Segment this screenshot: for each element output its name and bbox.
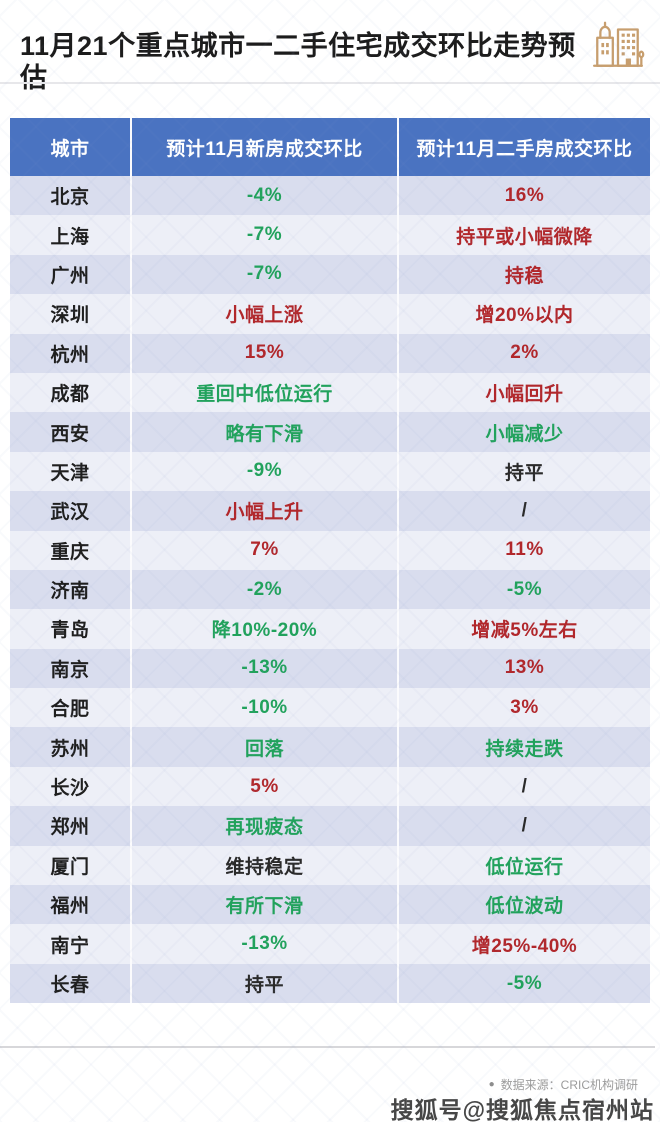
city-name: 深圳 [50,305,90,327]
new-home-value: -9% [130,451,397,492]
table-row: 重庆 7% 11% [10,530,650,570]
table-row: 杭州 15% 2% [10,333,650,373]
city-name: 长春 [50,975,90,996]
city-name: 长沙 [50,778,90,800]
second-hand-value: / [397,766,650,807]
new-home-value: 再现疲态 [130,806,397,846]
data-source: ● 数据来源：CRIC机构调研 [489,1076,638,1093]
city-name: 上海 [50,226,90,248]
new-home-value: -4% [130,176,397,216]
new-home-value: 降10%-20% [130,609,397,649]
new-home-value: -7% [130,254,397,295]
new-home-value: 回落 [130,727,397,767]
city-name: 杭州 [50,344,90,366]
table-row: 青岛 降10%-20% 增减5%左右 [10,609,650,649]
forecast-table: 城市 预计11月新房成交环比 预计11月二手房成交环比 北京 -4% 16% 上海 -7… [10,118,650,1004]
new-home-value: 有所下滑 [130,885,397,925]
city-name: 青岛 [50,620,90,642]
new-home-value: -7% [130,215,397,255]
table-row: 济南 -2% -5% [10,569,650,610]
col-header-new-home: 预计11月新房成交环比 [130,118,397,176]
table-body: 北京 -4% 16% 上海 -7% 持平或小幅微降 广州 -7% 持稳 深圳 小幅上涨 增20%以内杭… [10,176,650,1004]
new-home-value: 重回中低位运行 [130,372,397,413]
second-hand-value: 持稳 [397,254,650,295]
second-hand-value: 增25%-40% [397,924,650,964]
city-name: 西安 [50,423,90,445]
new-home-value: -10% [130,688,397,728]
table-row: 广州 -7% 持稳 [10,254,650,295]
new-home-value: 15% [130,333,397,373]
city-name: 合肥 [50,699,90,721]
city-name: 成都 [50,384,90,406]
second-hand-value: 13% [397,648,650,689]
city-name: 北京 [50,187,90,209]
footer-divider [0,1046,655,1048]
city-name: 南京 [50,659,90,681]
title-divider [0,82,660,84]
table-row: 长春 持平 -5% [10,963,650,1004]
table-row: 苏州 回落 持续走跌 [10,727,650,767]
city-name: 福州 [50,896,90,918]
city-name: 武汉 [50,502,90,524]
new-home-value: -13% [130,648,397,689]
city-name: 济南 [50,581,90,603]
table-row: 北京 -4% 16% [10,176,650,216]
table-row: 武汉 小幅上升 / [10,491,650,531]
city-name: 南宁 [50,935,90,957]
bullet-icon: ● [488,1079,495,1090]
second-hand-value: / [397,806,650,846]
second-hand-value: 持续走跌 [397,727,650,767]
table-row: 南宁 -13% 增25%-40% [10,924,650,964]
table-row: 天津 -9% 持平 [10,451,650,492]
table-row: 上海 -7% 持平或小幅微降 [10,215,650,255]
new-home-value: 7% [130,530,397,570]
second-hand-value: 持平 [397,451,650,492]
second-hand-value: 增20%以内 [397,294,650,334]
data-source-text: 数据来源：CRIC机构调研 [500,1078,638,1092]
second-hand-value: 16% [397,176,650,216]
second-hand-value: 2% [397,333,650,373]
second-hand-value: 低位波动 [397,885,650,925]
col-header-city: 城市 [50,138,90,160]
new-home-value: -2% [130,569,397,610]
table-row: 南京 -13% 13% [10,648,650,689]
second-hand-value: -5% [397,569,650,610]
page-title: 11月21个重点城市一二手住宅成交环比走势预估 [20,31,576,94]
second-hand-value: 3% [397,688,650,728]
table-row: 成都 重回中低位运行 小幅回升 [10,372,650,413]
table-row: 西安 略有下滑 小幅减少 [10,412,650,452]
buildings-icon [590,16,646,72]
new-home-value: 小幅上升 [130,491,397,531]
second-hand-value: 小幅减少 [397,412,650,452]
new-home-value: 略有下滑 [130,412,397,452]
second-hand-value: 低位运行 [397,845,650,886]
city-name: 苏州 [50,738,90,760]
col-header-second-hand: 预计11月二手房成交环比 [397,118,650,176]
second-hand-value: 持平或小幅微降 [397,215,650,255]
second-hand-value: -5% [397,963,650,1004]
city-name: 重庆 [50,541,90,563]
new-home-value: 持平 [130,963,397,1004]
city-name: 郑州 [50,817,90,839]
table-row: 长沙 5% / [10,766,650,807]
new-home-value: -13% [130,924,397,964]
city-name: 天津 [50,462,90,484]
table-row: 福州 有所下滑 低位波动 [10,885,650,925]
city-name: 厦门 [50,856,90,878]
second-hand-value: / [397,491,650,531]
city-name: 广州 [50,265,90,287]
second-hand-value: 11% [397,530,650,570]
table-header-row: 城市 预计11月新房成交环比 预计11月二手房成交环比 [10,118,650,176]
table-row: 厦门 维持稳定 低位运行 [10,845,650,886]
table-row: 郑州 再现疲态 / [10,806,650,846]
table-row: 深圳 小幅上涨 增20%以内 [10,294,650,334]
new-home-value: 5% [130,766,397,807]
second-hand-value: 小幅回升 [397,372,650,413]
watermark-text: 搜狐号@搜狐焦点宿州站 [390,1097,654,1123]
new-home-value: 小幅上涨 [130,294,397,334]
second-hand-value: 增减5%左右 [397,609,650,649]
new-home-value: 维持稳定 [130,845,397,886]
table-row: 合肥 -10% 3% [10,688,650,728]
